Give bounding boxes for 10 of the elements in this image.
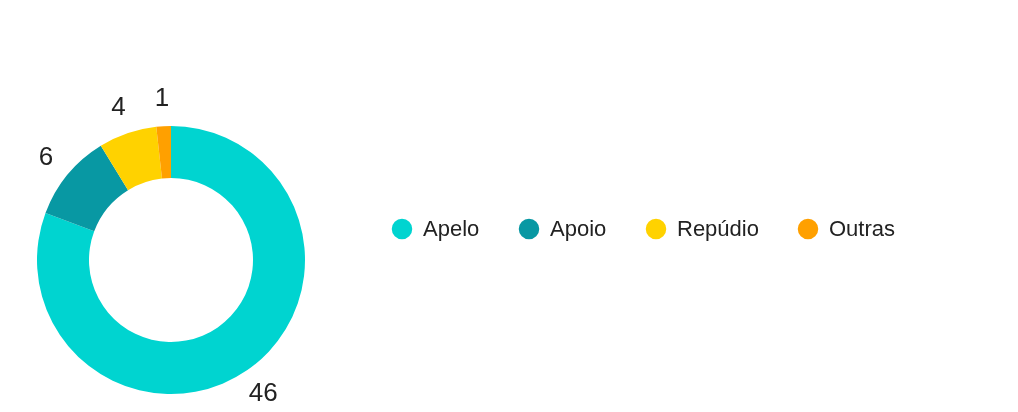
data-label: 4 — [111, 90, 126, 121]
donut-slice — [156, 126, 171, 179]
legend-label: Apoio — [550, 216, 607, 241]
donut-slice — [100, 126, 162, 191]
data-label: 1 — [154, 82, 170, 113]
legend-label: Repúdio — [677, 216, 759, 241]
data-label: 6 — [38, 141, 54, 172]
legend-label: Outras — [829, 216, 896, 241]
legend-label: Apelo — [423, 216, 480, 241]
data-label: 46 — [248, 377, 278, 408]
